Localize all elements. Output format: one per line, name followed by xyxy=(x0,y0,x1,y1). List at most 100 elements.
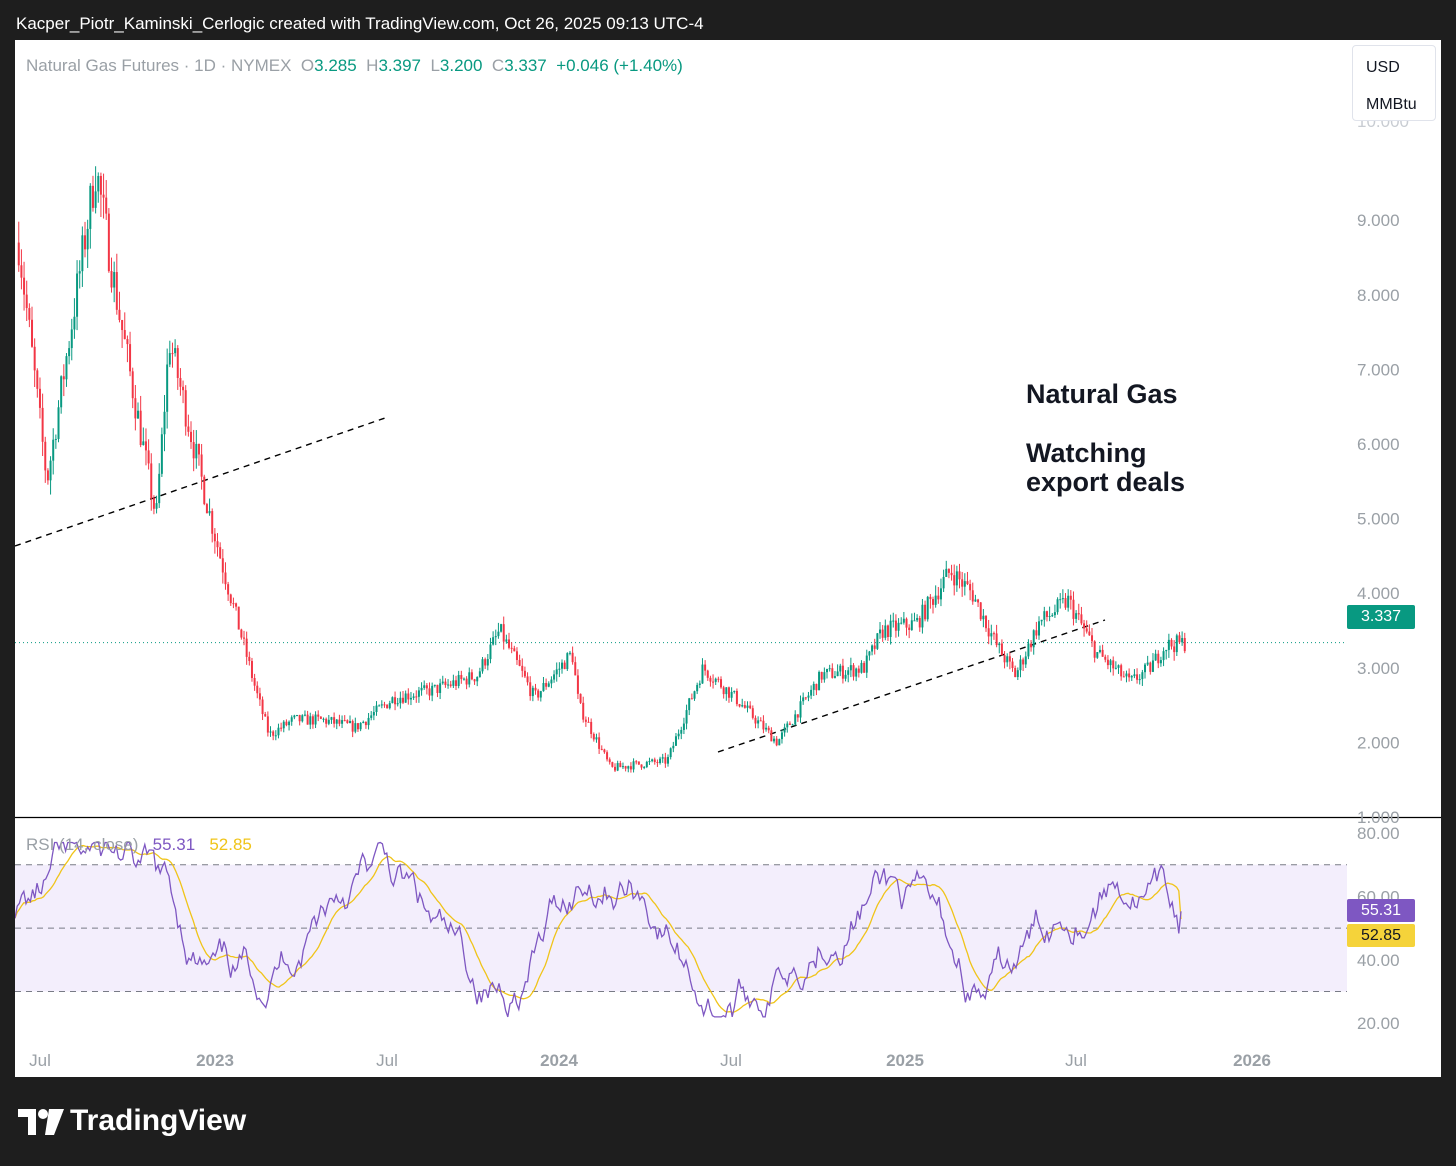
candle-body xyxy=(1014,667,1017,678)
candle-body xyxy=(457,675,460,686)
candle-body xyxy=(1040,619,1043,622)
candle-body xyxy=(134,398,137,419)
candle-body xyxy=(942,576,945,589)
candle-body xyxy=(963,581,966,587)
candle-body xyxy=(651,759,654,762)
candle-body xyxy=(478,671,481,677)
time-tick-label: Jul xyxy=(720,1051,742,1070)
candle-body xyxy=(359,722,362,730)
candle-body xyxy=(197,443,200,455)
candle-body xyxy=(712,681,715,683)
currency-label[interactable]: USD xyxy=(1366,59,1400,76)
candle-body xyxy=(1045,611,1048,617)
candle-body xyxy=(415,696,418,698)
candle-body xyxy=(717,678,720,680)
candle-body xyxy=(1165,649,1168,652)
candle-body xyxy=(1109,660,1112,666)
candle-body xyxy=(476,676,479,682)
candle-body xyxy=(611,762,614,767)
candle-body xyxy=(982,615,985,620)
candle-body xyxy=(762,720,765,730)
last-price-tag: 3.337 xyxy=(1347,605,1415,629)
candle-body xyxy=(582,702,585,720)
candle-body xyxy=(439,683,442,693)
annotation-line-watching[interactable]: Watching xyxy=(1026,438,1147,468)
price-tick-label: 7.000 xyxy=(1357,360,1400,379)
candle-body xyxy=(179,377,182,387)
candle-body xyxy=(677,733,680,737)
candle-body xyxy=(367,717,370,726)
candle-body xyxy=(1098,649,1101,653)
candle-body xyxy=(971,590,974,602)
chart-svg[interactable]: 9.000 8.000 7.000 6.000 5.000 4.000 3.000 2.000… xyxy=(15,40,1441,1077)
candle-body xyxy=(216,541,219,548)
candle-body xyxy=(107,213,110,272)
candle-body xyxy=(1008,656,1011,662)
currency-unit-selector[interactable]: USD MMBtu xyxy=(1352,45,1436,121)
symbol-name[interactable]: Natural Gas Futures · 1D · NYMEX xyxy=(26,56,292,75)
candle-body xyxy=(669,748,672,758)
candle-body xyxy=(566,653,569,670)
candle-body xyxy=(990,633,993,637)
candle-body xyxy=(317,714,320,717)
candle-body xyxy=(648,761,651,763)
unit-label[interactable]: MMBtu xyxy=(1366,96,1417,113)
candle-body xyxy=(1006,656,1009,663)
candle-body xyxy=(1091,635,1094,642)
candle-body xyxy=(820,671,823,680)
candle-body xyxy=(847,670,850,675)
candle-body xyxy=(934,595,937,605)
candle-body xyxy=(341,720,344,724)
candle-body xyxy=(627,766,630,769)
price-tick-label: 9.000 xyxy=(1357,211,1400,230)
candle-body xyxy=(1159,660,1162,664)
candle-body xyxy=(394,697,397,705)
candle-body xyxy=(619,763,622,768)
candle-body xyxy=(402,697,405,703)
candle-body xyxy=(706,670,709,678)
candle-body xyxy=(44,441,47,471)
rsi-line xyxy=(15,841,1182,1018)
candle-body xyxy=(33,346,36,371)
low-label: L xyxy=(430,56,440,75)
candle-body xyxy=(417,690,420,697)
chart-panel[interactable]: 9.000 8.000 7.000 6.000 5.000 4.000 3.000 2.000… xyxy=(15,40,1441,1077)
candle-body xyxy=(383,704,386,706)
candle-body xyxy=(916,617,919,621)
candle-body xyxy=(701,664,704,684)
candle-body xyxy=(1125,673,1128,677)
candle-body xyxy=(354,723,357,732)
chart-credit: Kacper_Piotr_Kaminski_Cerlogic created w… xyxy=(16,14,704,33)
price-tick-label: 4.000 xyxy=(1357,584,1400,603)
tradingview-logo[interactable]: TradingView xyxy=(18,1104,246,1138)
candle-body xyxy=(142,441,145,446)
candle-body xyxy=(523,670,526,677)
annotation-title[interactable]: Natural Gas xyxy=(1026,379,1178,409)
candle-body xyxy=(97,175,100,192)
candle-body xyxy=(31,319,34,347)
candle-body xyxy=(258,693,261,700)
candle-body xyxy=(1146,662,1149,665)
candle-body xyxy=(661,757,664,759)
candle-body xyxy=(298,714,301,722)
candle-body xyxy=(52,439,55,461)
candle-body xyxy=(378,705,381,707)
annotation-line-export[interactable]: export deals xyxy=(1026,467,1186,497)
candle-body xyxy=(1128,673,1131,678)
candle-body xyxy=(918,617,921,628)
candle-body xyxy=(1173,646,1176,653)
candle-body xyxy=(1072,599,1075,619)
candle-body xyxy=(987,628,990,637)
candle-body xyxy=(269,731,272,733)
candle-body xyxy=(773,738,776,742)
candle-body xyxy=(306,714,309,725)
candle-body xyxy=(129,344,132,372)
candle-body xyxy=(969,584,972,591)
candle-body xyxy=(407,693,410,700)
candle-body xyxy=(237,606,240,630)
candle-body xyxy=(1064,598,1067,608)
candle-body xyxy=(751,708,754,718)
candle-body xyxy=(624,766,627,769)
rsi-label[interactable]: RSI (14, close) xyxy=(26,835,139,854)
candle-body xyxy=(958,571,961,580)
